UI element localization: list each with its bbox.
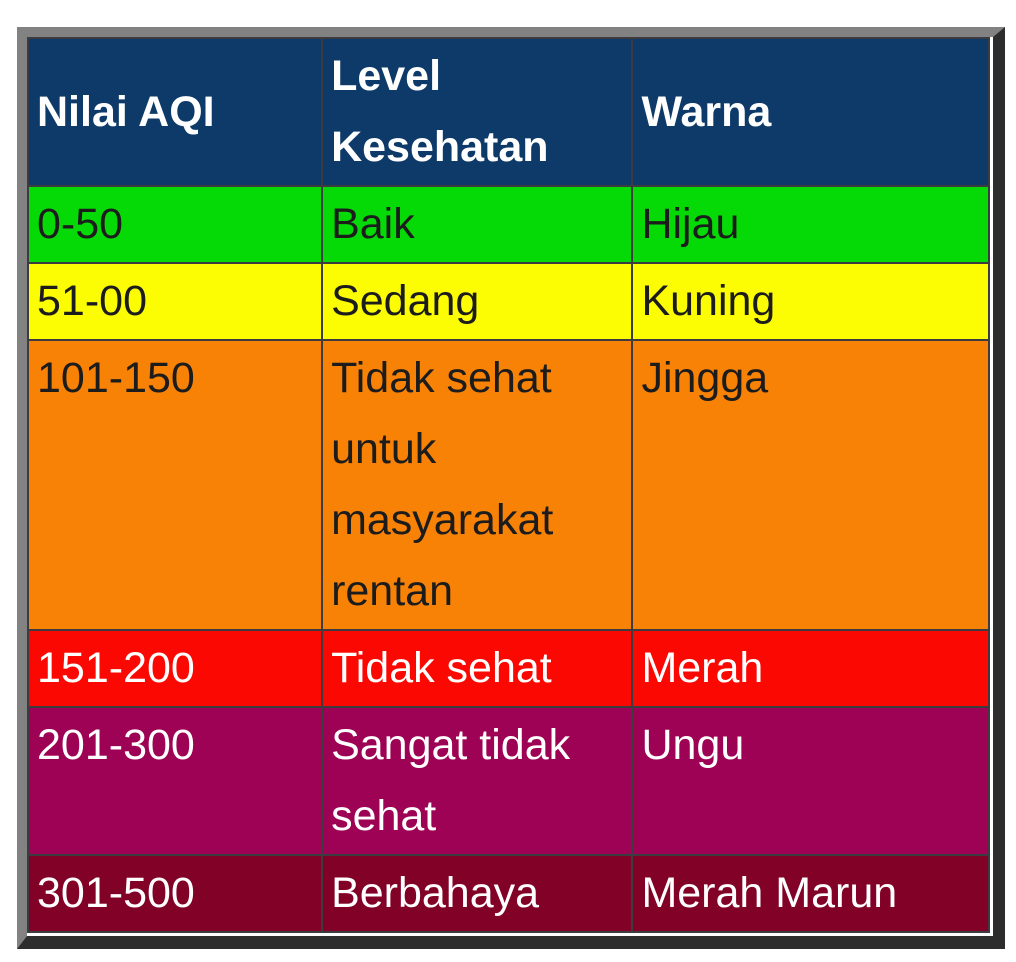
column-header-level: Level Kesehatan: [321, 37, 634, 187]
table-row: 201-300 Sangat tidak sehat Ungu: [26, 706, 990, 856]
cell-warna: Merah: [631, 629, 990, 708]
cell-warna: Ungu: [631, 706, 990, 856]
cell-level: Tidak sehat untuk masyarakat rentan: [321, 339, 634, 631]
table-row: 151-200 Tidak sehat Merah: [26, 629, 990, 708]
cell-aqi: 101-150: [26, 339, 324, 631]
header-row: Nilai AQI Level Kesehatan Warna: [26, 37, 990, 187]
aqi-table: Nilai AQI Level Kesehatan Warna 0-50 Baik Hi…: [26, 37, 990, 933]
cell-warna: Merah Marun: [631, 854, 990, 933]
cell-aqi: 151-200: [26, 629, 324, 708]
column-header-warna: Warna: [631, 37, 990, 187]
cell-warna: Kuning: [631, 262, 990, 341]
cell-aqi: 301-500: [26, 854, 324, 933]
cell-level: Tidak sehat: [321, 629, 634, 708]
column-header-aqi: Nilai AQI: [26, 37, 324, 187]
cell-level: Sedang: [321, 262, 634, 341]
cell-level: Sangat tidak sehat: [321, 706, 634, 856]
aqi-table-frame: Nilai AQI Level Kesehatan Warna 0-50 Baik Hi…: [17, 27, 1005, 949]
cell-warna: Jingga: [631, 339, 990, 631]
cell-level: Baik: [321, 185, 634, 264]
table-row: 51-00 Sedang Kuning: [26, 262, 990, 341]
table-body: 0-50 Baik Hijau 51-00 Sedang Kuning 101-150 Tid…: [26, 185, 990, 933]
cell-warna: Hijau: [631, 185, 990, 264]
table-row: 301-500 Berbahaya Merah Marun: [26, 854, 990, 933]
table-row: 0-50 Baik Hijau: [26, 185, 990, 264]
cell-level: Berbahaya: [321, 854, 634, 933]
cell-aqi: 51-00: [26, 262, 324, 341]
table-row: 101-150 Tidak sehat untuk masyarakat rent…: [26, 339, 990, 631]
cell-aqi: 201-300: [26, 706, 324, 856]
cell-aqi: 0-50: [26, 185, 324, 264]
